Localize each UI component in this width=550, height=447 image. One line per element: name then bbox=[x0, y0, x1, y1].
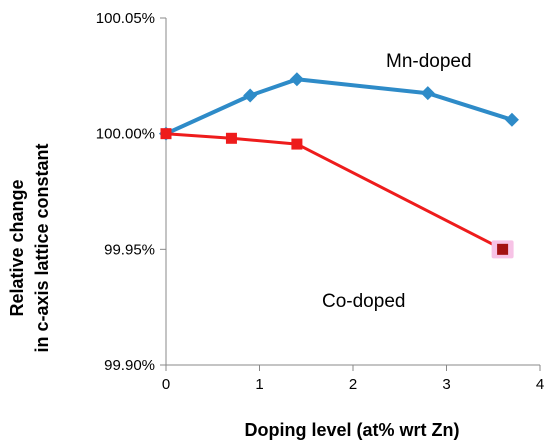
data-point-mn-doped bbox=[289, 72, 304, 87]
y-tick-label: 100.05% bbox=[96, 10, 155, 27]
data-point-co-doped bbox=[497, 243, 509, 255]
series-line-mn-doped bbox=[165, 77, 513, 136]
x-tick-label: 3 bbox=[442, 376, 450, 393]
y-tick-label: 99.90% bbox=[104, 357, 155, 374]
y-axis: 99.90% 99.95% 100.00% 100.05% bbox=[96, 10, 166, 374]
plot-area bbox=[165, 18, 540, 366]
y-axis-title-line-1: Relative change bbox=[7, 179, 27, 316]
data-point-mn-doped bbox=[504, 112, 519, 127]
series-label-mn-doped: Mn-doped bbox=[386, 51, 472, 72]
y-tick-label: 100.00% bbox=[96, 126, 155, 143]
data-point-mn-doped bbox=[420, 86, 435, 101]
x-tick-label: 1 bbox=[255, 376, 263, 393]
x-tick-label: 0 bbox=[162, 376, 170, 393]
x-tick-label: 2 bbox=[349, 376, 357, 393]
y-axis-title-line-2: in c-axis lattice constant bbox=[32, 143, 52, 352]
x-tick-label: 4 bbox=[536, 376, 544, 393]
data-point-co-doped bbox=[225, 132, 237, 144]
series-line-co-doped bbox=[165, 132, 504, 251]
y-tick-label: 99.95% bbox=[104, 241, 155, 258]
series-layer bbox=[159, 72, 519, 259]
x-axis-title: Doping level (at% wrt Zn) bbox=[244, 420, 459, 440]
data-point-mn-doped bbox=[243, 88, 258, 103]
data-point-co-doped bbox=[160, 128, 172, 140]
data-point-co-doped bbox=[291, 138, 303, 150]
series-label-co-doped: Co-doped bbox=[322, 291, 405, 312]
x-axis: 0 1 2 3 4 bbox=[162, 365, 544, 393]
